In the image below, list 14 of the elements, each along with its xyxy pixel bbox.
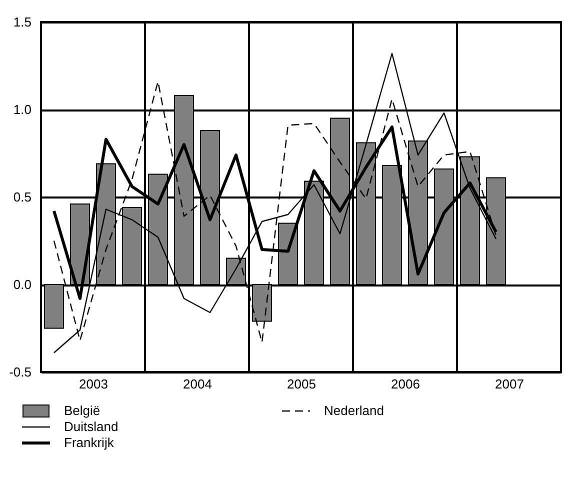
x-tick-label: 2003 bbox=[79, 376, 108, 392]
legend-label: Duitsland bbox=[64, 419, 118, 435]
x-tick-label: 2007 bbox=[495, 376, 524, 392]
legend-label: Frankrijk bbox=[64, 435, 114, 451]
y-tick-label: 1.0 bbox=[13, 102, 32, 117]
y-tick-label: 0.5 bbox=[13, 190, 32, 204]
x-tick-label: 2005 bbox=[287, 376, 316, 392]
x-tick-label: 2004 bbox=[183, 376, 212, 392]
y-tick-label: 0.0 bbox=[13, 277, 32, 292]
x-tick-label: 2006 bbox=[391, 376, 420, 392]
legend-label: België bbox=[64, 403, 100, 419]
y-tick-label: 1.5 bbox=[13, 14, 32, 30]
legend-label: Nederland bbox=[324, 403, 384, 419]
y-tick-label: -0.5 bbox=[9, 364, 32, 380]
